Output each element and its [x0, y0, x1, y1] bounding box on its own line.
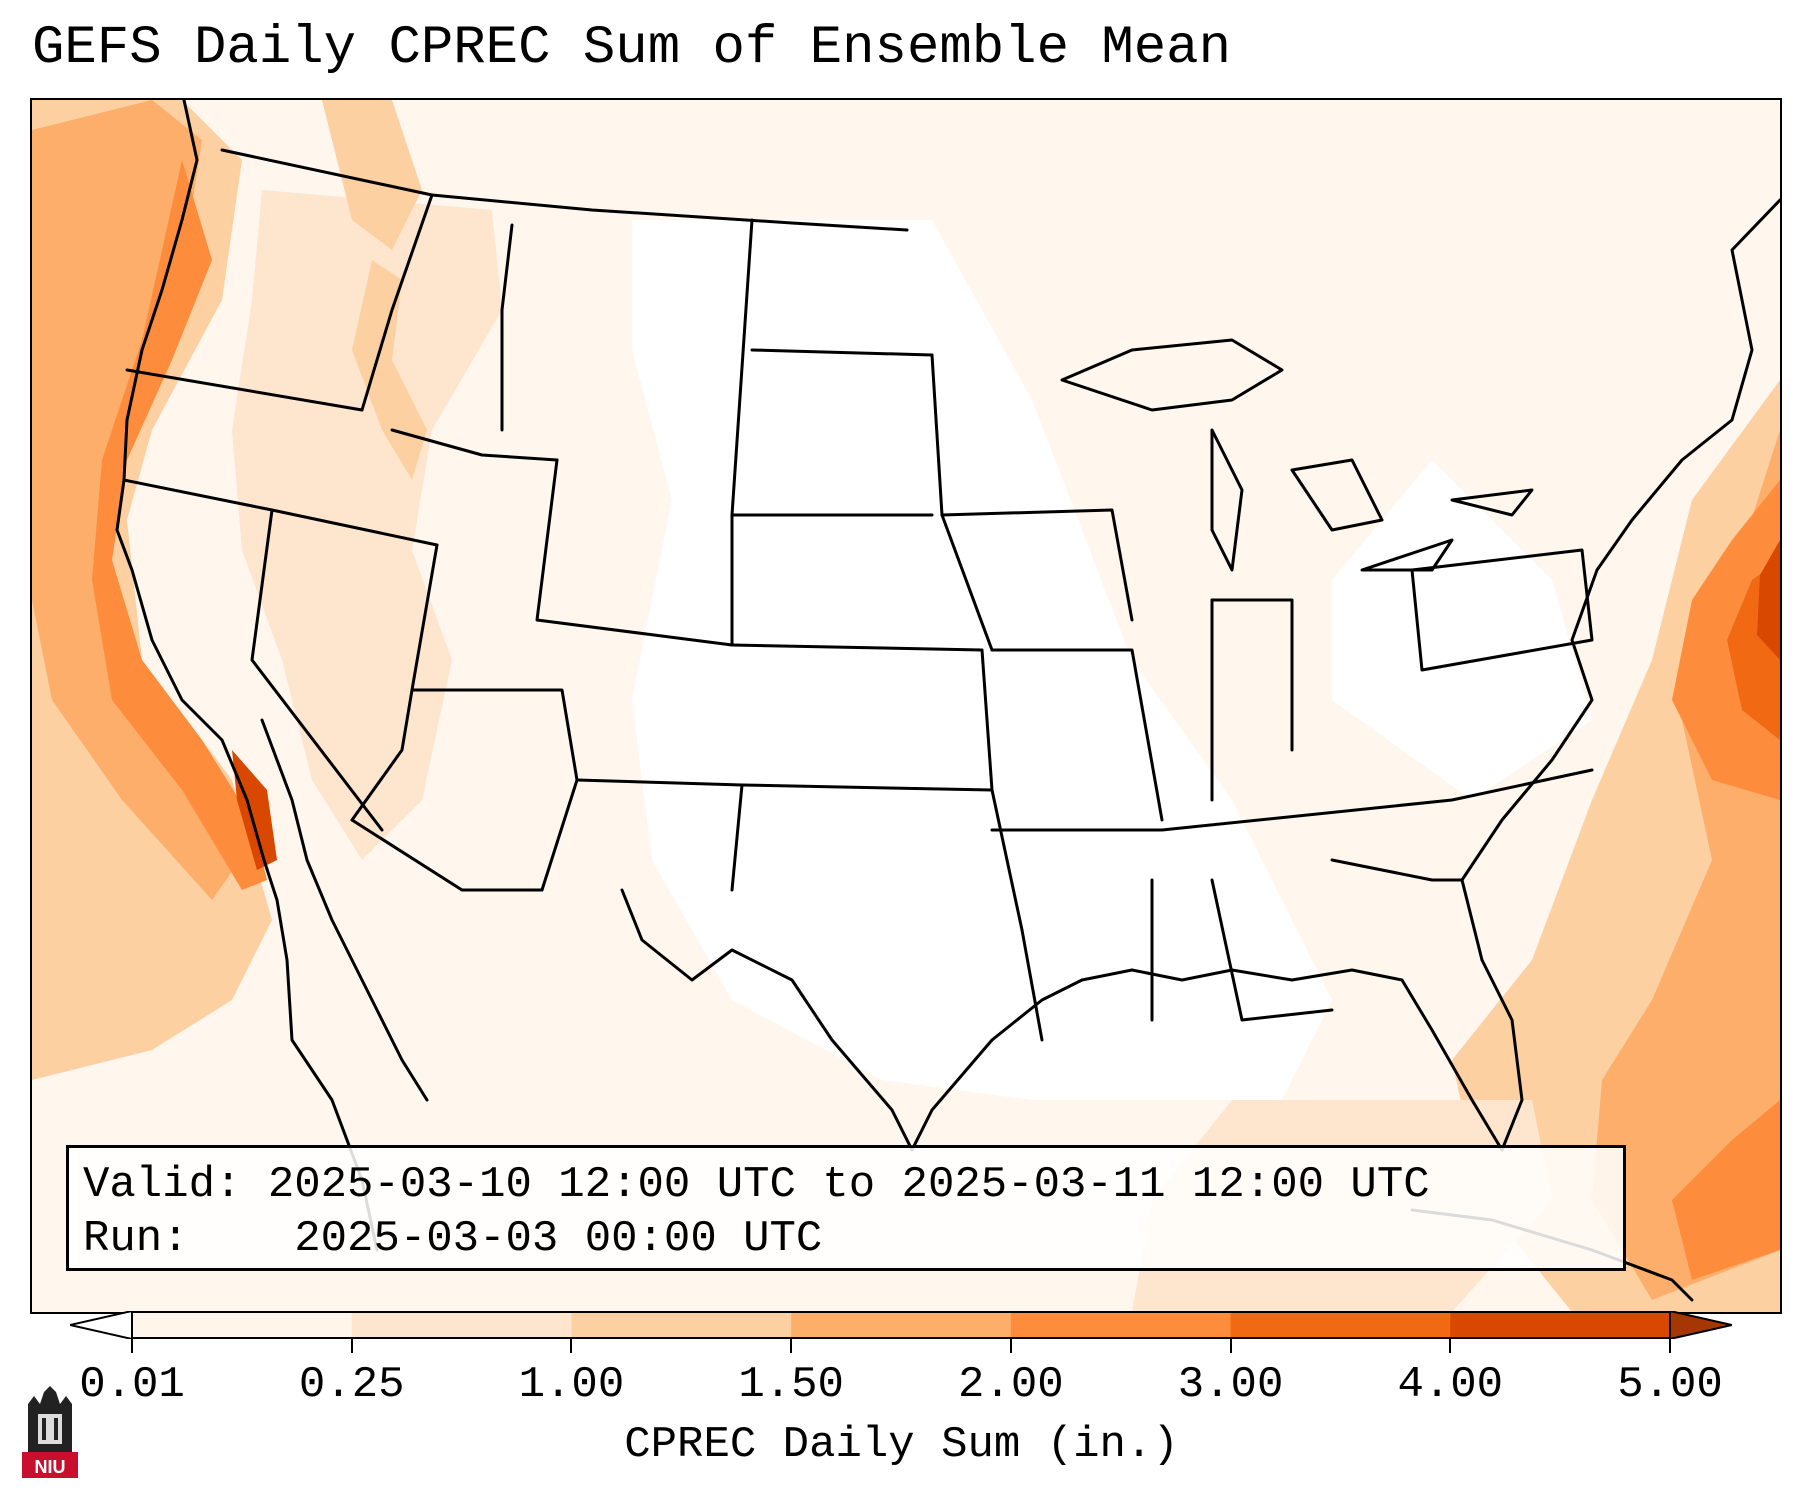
- precip-area-pacific-heavy: [92, 160, 267, 890]
- tennessee-line: [990, 768, 1594, 832]
- arizona-mexico-line: [350, 818, 544, 892]
- lake-ontario: [1450, 488, 1534, 517]
- colorbar-tick-label: 0.25: [298, 1360, 405, 1410]
- colorbar-tick-label: 2.00: [958, 1360, 1064, 1410]
- colorbar-tick-mark: [1009, 1339, 1012, 1353]
- map-title: GEFS Daily CPREC Sum of Ensemble Mean: [32, 18, 1231, 79]
- utah-nevada-line: [350, 543, 439, 822]
- kansas-line: [730, 643, 994, 792]
- oregon-washington-line: [125, 368, 364, 412]
- colorbar-tick-label: 3.00: [1177, 1360, 1284, 1410]
- valid-label: Valid:: [83, 1160, 242, 1210]
- missouri-line: [990, 648, 1164, 822]
- precip-area-pacific-medium: [32, 100, 247, 900]
- georgia-sc-line: [1330, 858, 1464, 882]
- validity-info-box: Valid: 2025-03-10 12:00 UTC to 2025-03-1…: [66, 1145, 1626, 1271]
- colorbar-under-arrow: [70, 1311, 133, 1339]
- colorbar-tick-mark: [1449, 1339, 1452, 1353]
- pennsylvania-outline: [1410, 548, 1594, 672]
- wyoming-colorado-line: [535, 458, 734, 647]
- colorbar-tick-mark: [1669, 1339, 1671, 1353]
- california-nevada-line: [250, 508, 384, 832]
- run-time: 2025-03-03 00:00 UTC: [294, 1214, 823, 1264]
- texas-gulf-coastline: [620, 888, 1134, 1152]
- lake-huron: [1290, 458, 1384, 532]
- lake-superior: [1060, 338, 1284, 412]
- colorbar-tick-label: 1.00: [518, 1360, 625, 1410]
- idaho-wyoming-line: [390, 428, 559, 462]
- precip-area-interior-west: [232, 190, 502, 860]
- colorbar-tick-mark: [1229, 1339, 1232, 1353]
- louisiana-texas-line: [1020, 928, 1044, 1042]
- precip-area-atlantic-max: [1757, 540, 1780, 660]
- colorbar-segment: [571, 1311, 792, 1339]
- colorbar-segment: [1450, 1311, 1671, 1339]
- colorbar-tick-label: 5.00: [1617, 1360, 1723, 1410]
- run-label: Run:: [83, 1214, 189, 1264]
- precipitation-map: [32, 100, 1780, 1312]
- alabama-georgia-line: [1210, 878, 1334, 1022]
- colorbar-segment: [1010, 1311, 1232, 1339]
- precip-area-cascades-north: [322, 100, 422, 250]
- gulf-florida-coastline: [1130, 958, 1524, 1152]
- lake-michigan: [1210, 428, 1244, 572]
- precip-area-atlantic-heavy: [1672, 480, 1780, 800]
- atlantic-coastline: [1460, 198, 1780, 962]
- colorbar-tick-mark: [350, 1339, 353, 1353]
- utah-arizona-line: [410, 688, 579, 892]
- colorbar-tick-label: 4.00: [1397, 1360, 1504, 1410]
- map-panel: [30, 98, 1782, 1314]
- valid-time-range: 2025-03-10 12:00 UTC to 2025-03-11 12:00…: [267, 1160, 1430, 1210]
- colorbar: [70, 1311, 1732, 1339]
- logo-text: NIU: [35, 1457, 66, 1477]
- lake-erie: [1360, 538, 1454, 572]
- baja-coastline: [260, 718, 429, 1102]
- niu-logo-icon: NIU: [22, 1384, 78, 1478]
- nd-sd-line: [750, 348, 934, 357]
- idaho-border: [360, 193, 434, 412]
- iowa-line: [940, 508, 1134, 622]
- precip-area-dry-east: [1332, 460, 1592, 800]
- colorbar-segment: [1230, 1311, 1451, 1339]
- oklahoma-line: [740, 783, 1024, 932]
- ohio-indiana-line: [1210, 598, 1294, 752]
- colorbar-segment: [132, 1311, 353, 1339]
- colorbar-over-arrow: [1669, 1311, 1732, 1339]
- colorbar-tick-label: 0.01: [79, 1360, 185, 1410]
- precip-area-idaho-ranges: [352, 260, 427, 480]
- colorbar-tick-mark: [570, 1339, 573, 1353]
- colorbar-tick-label: 1.50: [738, 1360, 844, 1410]
- colorbar-label: CPREC Daily Sum (in.): [624, 1420, 1179, 1470]
- colorbar-outline: [131, 1311, 1671, 1339]
- colorbar-tick-mark: [131, 1339, 133, 1353]
- colorbar-segment: [351, 1311, 572, 1339]
- map-boundaries: [115, 100, 1780, 1302]
- colorbar-segment: [791, 1311, 1012, 1339]
- montana-line: [500, 223, 514, 432]
- colorbar-tick-mark: [790, 1339, 793, 1353]
- canada-border-west: [220, 148, 909, 232]
- precip-area-socal-max: [232, 750, 277, 870]
- pacific-coastline: [115, 100, 379, 1252]
- precip-area-caribbean-heavy: [1672, 1100, 1780, 1280]
